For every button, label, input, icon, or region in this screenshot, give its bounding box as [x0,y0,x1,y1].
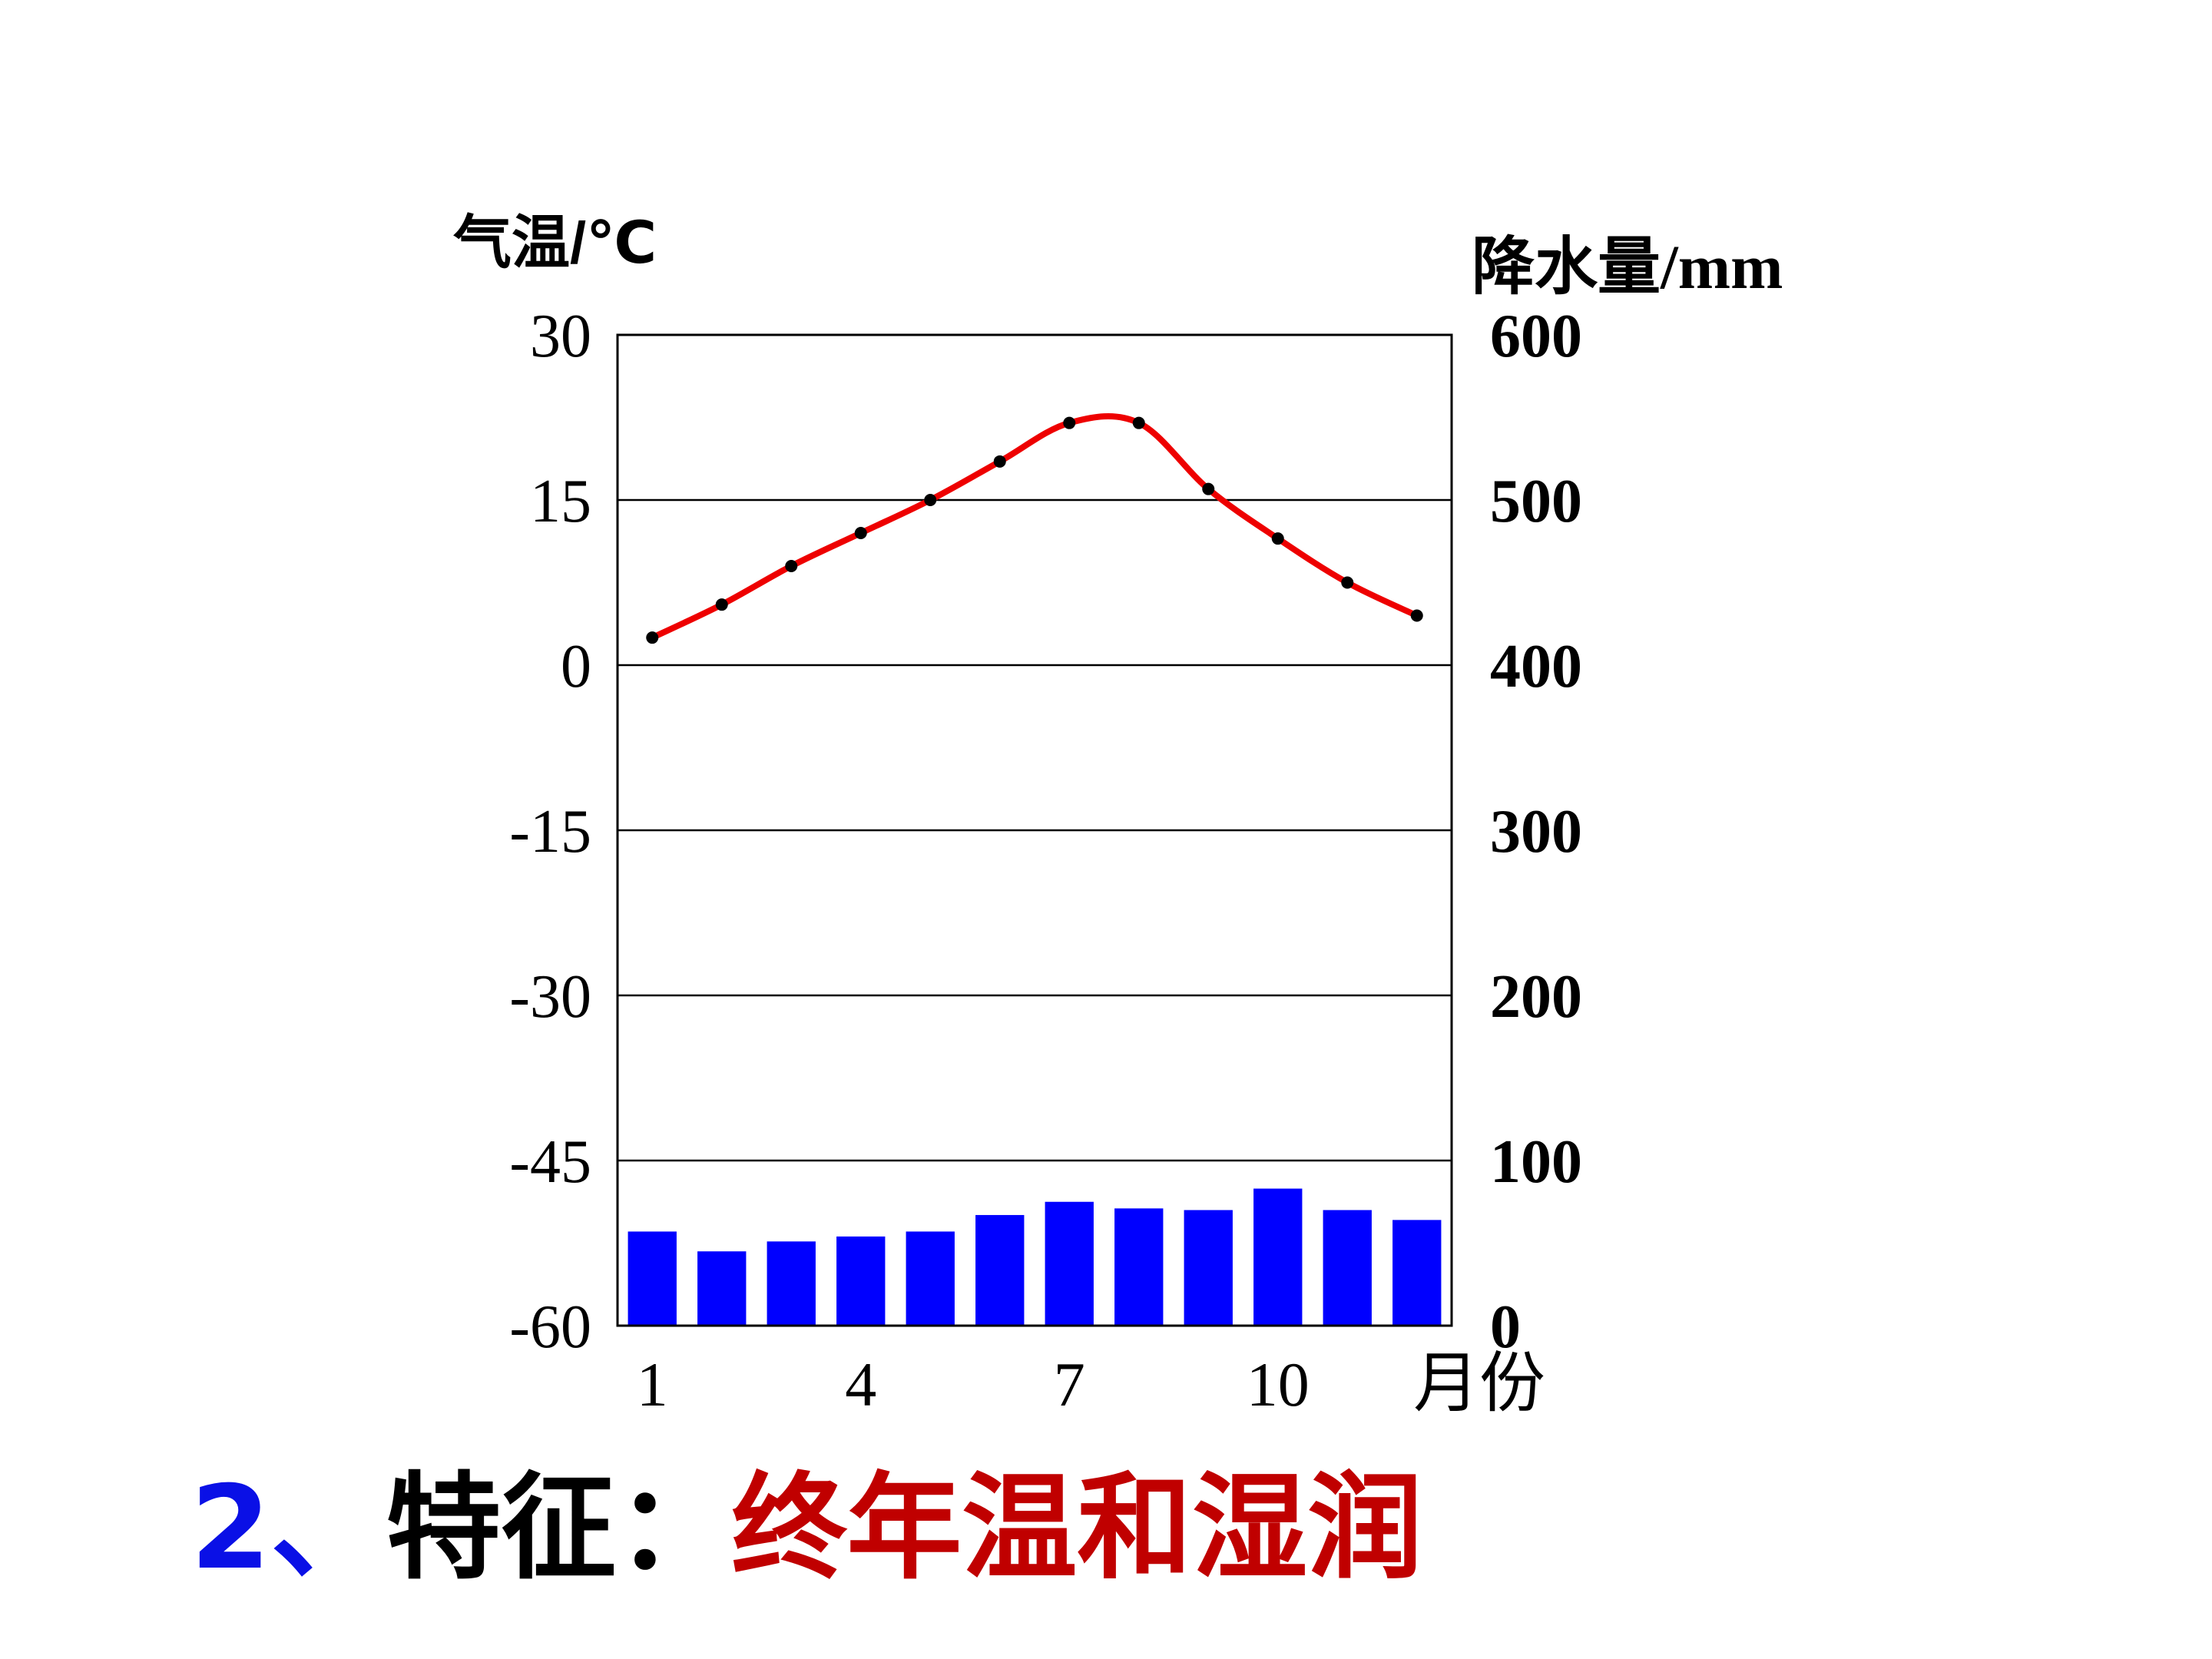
x-tick-label: 4 [845,1349,876,1419]
temperature-point [646,631,659,644]
right-tick-label: 300 [1490,798,1582,866]
precipitation-bar [836,1236,886,1326]
left-tick-label: 30 [530,303,591,370]
caption-number: 2、 [190,1462,386,1595]
precipitation-bars [628,1188,1442,1326]
precipitation-bar [628,1231,677,1326]
x-axis-label: 月份 [1413,1346,1545,1420]
grid-lines [618,498,1452,1162]
temperature-point [715,598,728,611]
left-tick-label: -15 [509,798,591,866]
temperature-point [854,527,867,539]
right-tick-label: 0 [1490,1293,1521,1361]
temperature-point [1132,416,1145,429]
temperature-point [1271,532,1284,545]
right-tick-label: 600 [1490,303,1582,370]
right-axis-label: 降水量/mm [1472,232,1783,302]
precipitation-bar [1114,1208,1164,1326]
left-tick-label: -45 [509,1128,591,1196]
temperature-point [1063,416,1076,429]
precipitation-bar [1184,1210,1233,1326]
precipitation-bar [906,1231,955,1326]
x-tick-label: 10 [1247,1349,1310,1419]
temperature-point [1202,482,1215,495]
precipitation-bar [697,1251,747,1326]
right-tick-label: 100 [1490,1128,1582,1196]
precipitation-bar [1253,1188,1303,1326]
x-tick-label: 7 [1054,1349,1085,1419]
left-tick-label: -30 [509,963,591,1031]
right-tick-label: 400 [1490,633,1582,700]
temperature-point [1341,576,1354,589]
temperature-point [785,560,798,572]
precipitation-bar [1323,1210,1372,1326]
left-tick-label: 15 [530,468,591,535]
right-axis-ticks: 600 500 400 300 200 100 0 [1490,303,1582,1361]
temperature-point [924,494,937,506]
x-axis-ticks: 1 4 7 10 [637,1349,1310,1419]
left-tick-label: 0 [561,633,591,700]
temperature-line [649,413,1420,641]
left-axis-label: 气温/℃ [453,210,657,276]
temperature-point [1410,609,1423,622]
caption-text: 终年温和湿润 [731,1462,1423,1595]
left-axis-ticks: 30 15 0 -15 -30 -45 -60 [509,303,591,1361]
precipitation-bar [767,1241,816,1326]
right-tick-label: 500 [1490,468,1582,535]
left-tick-label: -60 [509,1293,591,1361]
temperature-point [993,455,1006,468]
right-tick-label: 200 [1490,963,1582,1031]
caption-label: 特征： [386,1462,732,1595]
precipitation-bar [1045,1201,1094,1326]
plot-frame [616,333,1453,1327]
temperature-line-layer [646,413,1423,644]
precipitation-bar [975,1214,1025,1326]
x-tick-label: 1 [637,1349,668,1419]
caption: 2、特征：终年温和湿润 [190,1471,1422,1586]
precipitation-bar [1392,1220,1442,1326]
